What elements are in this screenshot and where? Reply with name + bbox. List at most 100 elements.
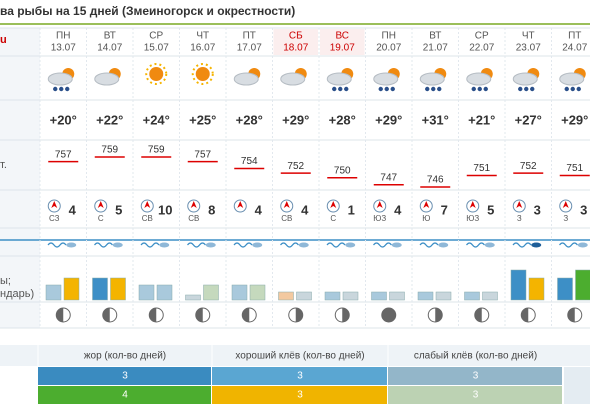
weather-icon xyxy=(512,68,540,92)
moon-shade xyxy=(521,308,529,322)
day-name: СБ xyxy=(289,31,303,42)
temperature: +29° xyxy=(282,112,309,127)
wind-speed: 10 xyxy=(158,202,172,217)
summary-cell xyxy=(38,367,211,385)
wind-dir: З xyxy=(563,214,568,223)
weather-icon xyxy=(145,63,168,85)
summary-value: 3 xyxy=(473,371,479,382)
wind-arrow xyxy=(516,201,523,208)
wind-dir: З xyxy=(517,214,522,223)
waves xyxy=(326,242,346,248)
side-label: ы; xyxy=(0,275,11,287)
rain xyxy=(437,86,442,92)
temperature: +29° xyxy=(375,112,402,127)
wind-arrow xyxy=(97,201,104,208)
wind-speed: 4 xyxy=(301,202,309,217)
waves xyxy=(373,242,392,248)
bite-bar xyxy=(435,291,452,301)
weather-icon xyxy=(94,68,121,86)
rain xyxy=(518,86,523,92)
wind-arrow xyxy=(144,201,151,208)
summary-cell xyxy=(388,386,562,404)
pressure: 747 xyxy=(380,172,397,183)
bite-bar xyxy=(342,291,359,301)
summary-head-bg xyxy=(0,345,590,366)
bite-bar xyxy=(482,291,498,301)
day-name: ПН xyxy=(56,31,70,42)
pressure: 750 xyxy=(334,165,351,176)
bite-bar xyxy=(138,284,155,301)
pressure: 751 xyxy=(566,163,583,174)
pressure: 757 xyxy=(194,149,211,160)
wind-speed: 7 xyxy=(441,202,448,217)
wind-arrow xyxy=(51,201,58,208)
fish xyxy=(298,242,309,248)
weather-icon xyxy=(233,68,261,86)
rain xyxy=(530,86,535,92)
waves xyxy=(280,242,299,248)
moon-shade xyxy=(295,308,303,322)
rain xyxy=(59,86,64,92)
wind-dir: С xyxy=(330,214,336,223)
rain xyxy=(384,86,389,92)
wind-arrow xyxy=(330,201,337,208)
wind-arrow xyxy=(237,201,244,208)
temperature: +28° xyxy=(236,112,263,127)
wind-arrow xyxy=(376,201,383,208)
day-date: 24.07 xyxy=(562,43,587,54)
pressure: 746 xyxy=(427,175,444,186)
pressure: 759 xyxy=(148,145,165,156)
waves xyxy=(419,242,439,248)
day-name: СР xyxy=(475,31,489,42)
cloud xyxy=(326,72,352,86)
fish xyxy=(531,242,542,248)
rain xyxy=(65,86,70,92)
wind-speed: 4 xyxy=(394,202,402,217)
summary-value: 3 xyxy=(297,390,303,401)
moon-shade xyxy=(242,308,250,322)
rain xyxy=(471,86,476,92)
day-name: ПТ xyxy=(568,31,581,42)
weather-icon xyxy=(191,63,214,85)
sun xyxy=(149,67,164,81)
wind-speed: 8 xyxy=(208,202,215,217)
sun-rays xyxy=(145,63,168,85)
waves xyxy=(140,242,160,248)
moon-shade xyxy=(102,308,110,322)
cloud xyxy=(233,72,259,86)
summary-value: 4 xyxy=(122,390,128,401)
wind-speed: 4 xyxy=(255,202,263,217)
temperature: +25° xyxy=(189,112,216,127)
pressure: 754 xyxy=(241,156,258,167)
fish xyxy=(159,242,170,248)
side-panel xyxy=(0,28,40,328)
day-name: ЧТ xyxy=(196,31,209,42)
day-name: ВТ xyxy=(104,31,116,42)
pressure: 759 xyxy=(101,145,118,156)
fish xyxy=(438,242,449,248)
bite-bar xyxy=(63,277,80,301)
wind-dir: С xyxy=(98,214,104,223)
bite-bar xyxy=(45,284,62,301)
cloud xyxy=(512,72,538,86)
sun xyxy=(195,67,210,81)
rain xyxy=(338,86,343,92)
bite-bar xyxy=(156,284,173,301)
fish xyxy=(391,242,402,248)
rain xyxy=(524,86,529,92)
temperature: +22° xyxy=(96,112,123,127)
wind-speed: 3 xyxy=(580,202,587,217)
moon-shade xyxy=(474,308,482,322)
cloud xyxy=(419,72,445,86)
day-name: ПН xyxy=(382,31,396,42)
summary-cell xyxy=(38,386,211,404)
summary-header: слабый клёв (кол-во дней) xyxy=(414,350,537,362)
moon xyxy=(381,307,397,323)
temperature: +21° xyxy=(468,112,495,127)
temperature: +29° xyxy=(561,112,588,127)
rain xyxy=(344,86,349,92)
rain xyxy=(425,86,430,92)
wind-speed: 5 xyxy=(115,202,122,217)
fish xyxy=(345,242,356,248)
